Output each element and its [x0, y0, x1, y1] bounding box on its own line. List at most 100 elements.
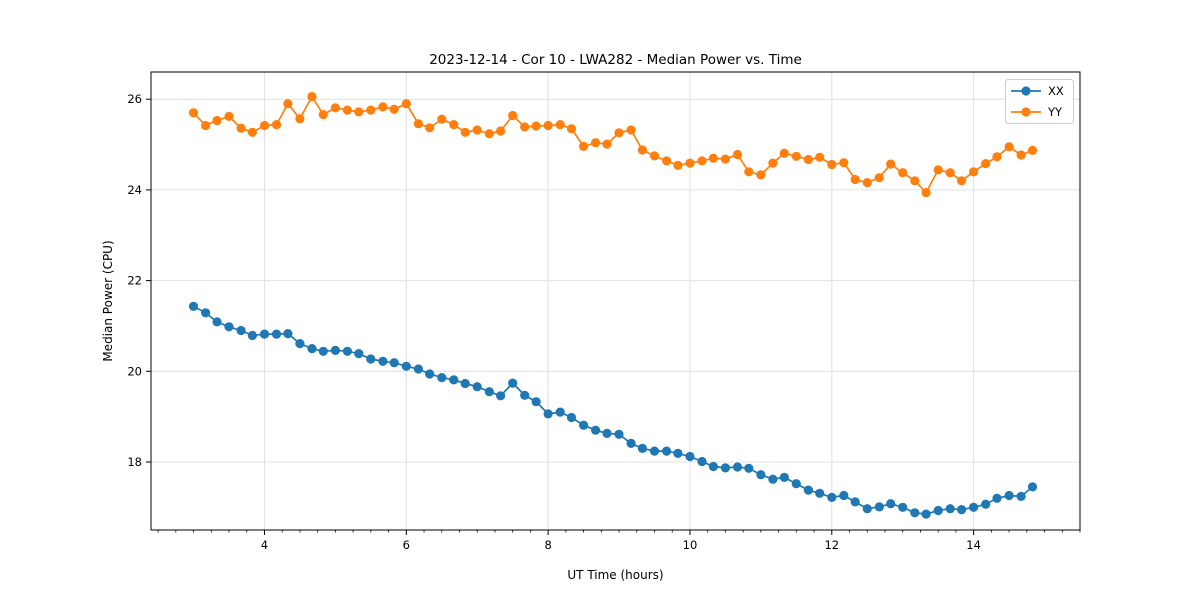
y-axis-label: Median Power (CPU) [101, 240, 115, 361]
series-yy-point [862, 178, 872, 188]
series-yy-point [247, 127, 257, 137]
series-yy-point [945, 168, 955, 178]
legend-marker [1021, 86, 1031, 96]
series-xx-point [981, 499, 991, 509]
series-yy-point [850, 174, 860, 185]
plot-area [150, 71, 1081, 531]
series-xx-point [626, 438, 636, 448]
series-xx-point [555, 407, 565, 417]
series-yy-point [201, 120, 211, 131]
series-xx-point [354, 349, 364, 359]
series-xx-point [543, 409, 553, 419]
series-yy-point [921, 188, 931, 198]
series-yy-point [779, 148, 789, 158]
x-tick-label: 8 [544, 538, 551, 552]
series-xx-point [708, 461, 719, 472]
series-xx-point [969, 502, 979, 512]
series-yy-point [425, 123, 435, 133]
series-yy-point [791, 151, 801, 161]
series-xx-point [614, 429, 624, 439]
series-yy-point [271, 120, 282, 130]
series-yy-point [342, 105, 352, 115]
series-xx-point [720, 463, 731, 473]
y-tick-label: 20 [127, 364, 142, 378]
series-xx-point [449, 375, 459, 385]
series-xx-point [945, 504, 955, 514]
chart-title: 2023-12-14 - Cor 10 - LWA282 - Median Po… [429, 52, 802, 68]
series-xx-point [815, 488, 825, 498]
series-yy-line [192, 94, 1033, 195]
series-yy-point [401, 99, 411, 109]
series-xx-point [378, 356, 388, 366]
series-yy-point [662, 156, 672, 166]
series-yy-point [602, 139, 612, 149]
series-xx-point [591, 425, 601, 435]
x-tick-label: 12 [824, 538, 839, 552]
series-yy-point [307, 91, 317, 102]
series-yy-point [886, 159, 896, 169]
x-tick-label: 10 [683, 538, 698, 552]
series-xx-point [236, 325, 246, 336]
series-yy-point [531, 121, 541, 131]
series-xx-point [496, 391, 506, 401]
series-xx-point [697, 456, 707, 467]
series-xx-point [637, 443, 648, 453]
series-xx-point [508, 378, 518, 388]
series-xx-point [862, 504, 872, 514]
series-yy-point [827, 159, 837, 170]
series-yy-point [591, 138, 601, 148]
series-yy-point [969, 167, 979, 177]
series-xx-point [295, 339, 305, 349]
series-yy-point [259, 120, 270, 131]
series-yy-point [898, 168, 908, 178]
series-yy-point [839, 158, 849, 168]
series-xx-point [318, 346, 328, 356]
series-yy-point [224, 111, 234, 121]
legend-entry-xx: XX [1011, 84, 1064, 98]
series-yy-point [520, 122, 530, 132]
legend-label: YY [1047, 105, 1063, 119]
series-yy-point [543, 120, 553, 131]
series-xx-point [413, 364, 423, 374]
series-xx-point [839, 490, 849, 501]
series-yy-point [697, 156, 707, 166]
series-xx-point [283, 329, 293, 339]
series-xx-point [389, 358, 399, 368]
series-xx-point [803, 485, 814, 495]
legend-entry-yy: YY [1011, 105, 1063, 119]
series-xx-point [201, 308, 211, 318]
series-xx-point [921, 509, 931, 519]
series-xx-point [874, 502, 884, 512]
series-yy-point [1016, 150, 1026, 160]
series-yy-point [378, 102, 388, 112]
series-yy-point [1027, 145, 1038, 155]
y-tick-label: 26 [127, 92, 142, 106]
series-yy-point [472, 125, 482, 135]
legend: XX YY [1005, 79, 1074, 124]
series-yy-point [768, 158, 778, 168]
series-yy-point [330, 103, 340, 113]
series-xx-point [756, 470, 766, 480]
series-yy-point [614, 128, 624, 138]
series-xx-point [1027, 482, 1038, 492]
series-xx-point [1016, 491, 1026, 501]
series-yy-point [354, 107, 364, 117]
series-yy-point [673, 160, 683, 170]
series-xx-point [910, 508, 920, 518]
legend-label: XX [1048, 84, 1064, 98]
series-yy-point [318, 110, 328, 120]
series-yy-point [508, 110, 518, 121]
series-xx-point [566, 412, 577, 423]
series-xx-point [531, 397, 541, 407]
series-xx-point [460, 378, 470, 389]
y-tick-label: 18 [127, 455, 142, 469]
series-yy-point [236, 123, 246, 133]
y-tick-label: 24 [127, 183, 142, 197]
series-yy-point [437, 114, 447, 124]
series-xx-line [193, 305, 1034, 515]
series-xx-point [472, 382, 482, 392]
series-yy-point [566, 124, 577, 134]
series-xx-point [768, 474, 778, 484]
series-yy-point [413, 119, 423, 129]
series-xx-point [425, 369, 435, 379]
